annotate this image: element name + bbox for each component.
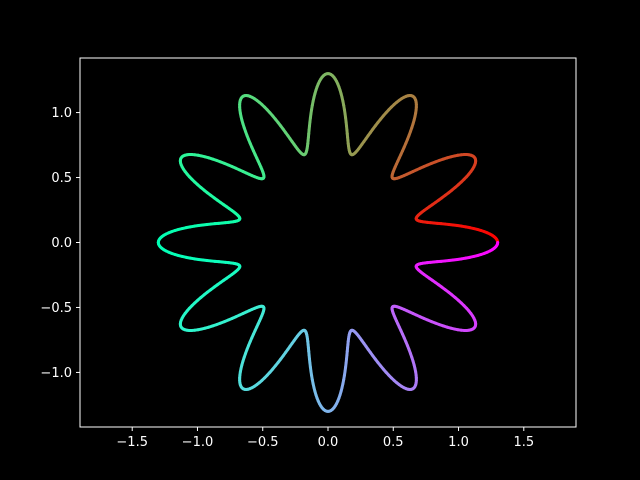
x-axis-ticks: −1.5 −1.0 −0.5 0.0 0.5 1.0 1.5: [116, 427, 534, 450]
x-tick-label: −1.0: [182, 435, 214, 450]
x-tick-label: 0.5: [383, 435, 404, 450]
y-tick-label: 1.0: [51, 106, 72, 121]
axes-frame: [79, 57, 577, 428]
y-tick-label: 0.0: [51, 236, 72, 251]
x-tick-label: 0.0: [318, 435, 339, 450]
curve-layer: [156, 72, 500, 413]
y-tick-label: 0.5: [51, 171, 72, 186]
x-tick-label: 1.0: [448, 435, 469, 450]
y-tick-label: −0.5: [40, 301, 72, 316]
x-tick-label: −0.5: [247, 435, 279, 450]
y-axis-ticks: −1.0 −0.5 0.0 0.5 1.0: [40, 106, 80, 381]
x-tick-label: 1.5: [513, 435, 534, 450]
x-tick-label: −1.5: [116, 435, 148, 450]
y-tick-label: −1.0: [40, 366, 72, 381]
